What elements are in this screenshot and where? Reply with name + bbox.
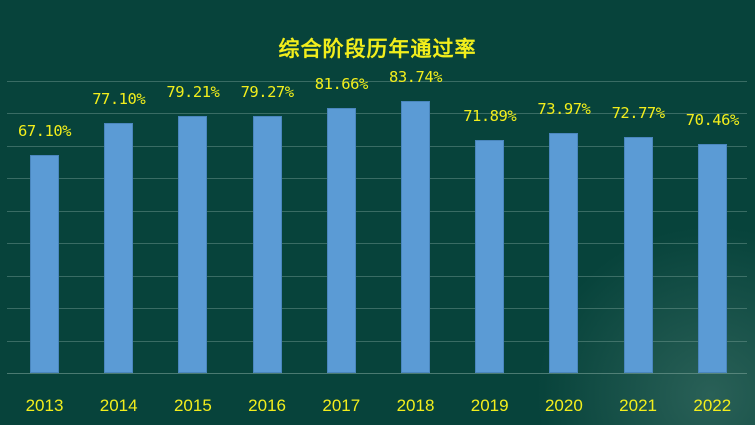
- data-label-2021: 72.77%: [611, 103, 666, 122]
- bar-2016: [252, 115, 282, 373]
- chart-title: 综合阶段历年通过率: [278, 37, 477, 61]
- gridline: [7, 341, 747, 342]
- data-label-2014: 77.10%: [92, 89, 146, 108]
- bar-2018: [401, 101, 430, 373]
- x-tick-2017: 2017: [322, 396, 361, 415]
- bar-2022: [697, 144, 727, 373]
- data-label-2017: 81.66%: [314, 75, 369, 94]
- gridline: [7, 178, 747, 179]
- gridline: [7, 146, 747, 147]
- x-axis-line: [7, 373, 747, 374]
- x-tick-2020: 2020: [544, 396, 583, 415]
- bar-2014: [104, 122, 134, 373]
- gridline: [7, 243, 747, 244]
- x-tick-2021: 2021: [619, 396, 657, 415]
- bar-2019: [475, 139, 505, 373]
- gridline: [7, 211, 747, 212]
- x-tick-2013: 2013: [25, 396, 64, 415]
- data-label-2022: 70.46%: [685, 111, 740, 130]
- data-label-2015: 79.21%: [166, 83, 220, 101]
- bar-2021: [623, 136, 653, 373]
- x-tick-2014: 2014: [99, 396, 138, 415]
- bar-2017: [326, 108, 356, 373]
- bar-2020: [549, 133, 579, 373]
- x-tick-2016: 2016: [248, 396, 286, 415]
- x-tick-2022: 2022: [693, 396, 732, 415]
- bar-2013: [30, 155, 59, 373]
- x-tick-2015: 2015: [173, 396, 212, 415]
- gridline: [7, 308, 747, 309]
- data-label-2019: 71.89%: [463, 106, 517, 125]
- data-label-2016: 79.27%: [240, 82, 295, 101]
- gridline: [7, 81, 747, 82]
- gridline: [7, 276, 747, 277]
- data-label-2020: 73.97%: [537, 100, 591, 118]
- data-label-2013: 67.10%: [18, 122, 72, 141]
- x-tick-2019: 2019: [470, 396, 509, 415]
- gridline: [7, 113, 747, 114]
- bar-2015: [178, 116, 208, 373]
- data-label-2018: 83.74%: [389, 68, 443, 87]
- plot-area: [7, 81, 747, 374]
- x-tick-2018: 2018: [396, 396, 435, 415]
